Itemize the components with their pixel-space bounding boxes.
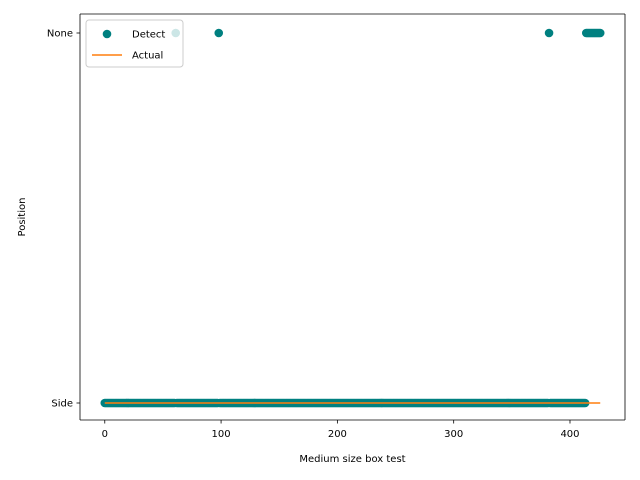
y-tick-label: None xyxy=(47,29,73,40)
legend: Detect Actual xyxy=(85,19,184,68)
x-tick-label: 300 xyxy=(444,429,463,440)
axes: 0 100 200 300 400 Side None xyxy=(47,13,626,440)
legend-marker-detect xyxy=(102,29,112,39)
x-tick-label: 0 xyxy=(102,429,108,440)
detect-point xyxy=(214,28,224,38)
legend-label-detect: Detect xyxy=(132,30,165,41)
chart-marks xyxy=(100,28,605,408)
x-tick-label: 400 xyxy=(560,429,579,440)
y-axis-label: Position xyxy=(17,198,28,237)
legend-label-actual: Actual xyxy=(132,51,163,62)
x-tick-label: 100 xyxy=(212,429,231,440)
x-axis-label: Medium size box test xyxy=(299,454,405,465)
detect-point xyxy=(544,28,554,38)
y-tick-label: Side xyxy=(51,399,73,410)
detect-point xyxy=(595,28,605,38)
plot-background xyxy=(80,14,625,420)
x-tick-label: 200 xyxy=(328,429,347,440)
